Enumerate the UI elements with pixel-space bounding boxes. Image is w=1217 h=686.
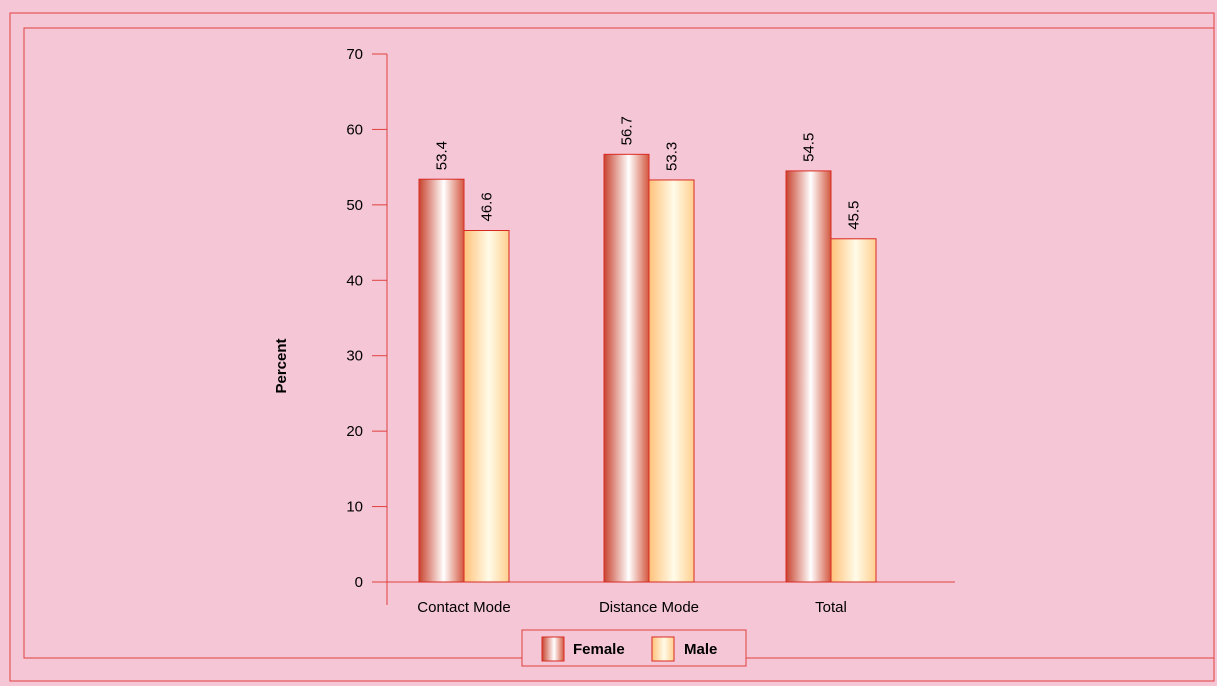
bar-male — [830, 238, 877, 583]
x-tick-label: Distance Mode — [599, 599, 699, 616]
bar-male — [463, 230, 510, 583]
y-axis-title: Percent — [273, 338, 290, 393]
legend-label-male: Male — [684, 641, 717, 658]
y-tick-label: 20 — [346, 423, 363, 440]
bar-female — [418, 178, 465, 583]
x-tick-label: Contact Mode — [417, 599, 510, 616]
y-tick-label: 0 — [355, 574, 363, 591]
data-label: 53.4 — [434, 141, 451, 170]
data-label: 54.5 — [801, 133, 818, 162]
y-tick-label: 70 — [346, 46, 363, 63]
bar-female — [785, 170, 832, 583]
y-tick-label: 60 — [346, 121, 363, 138]
data-labels: 53.4 56.7 54.5 46.6 53.3 45.5 — [434, 116, 863, 230]
bar-female — [603, 153, 650, 583]
legend: Female Male — [521, 629, 747, 667]
data-label: 46.6 — [479, 192, 496, 221]
y-tick-label: 40 — [346, 272, 363, 289]
x-tick-label: Total — [815, 599, 847, 616]
y-tick-label: 10 — [346, 499, 363, 516]
y-tick-label: 50 — [346, 197, 363, 214]
legend-label-female: Female — [573, 641, 625, 658]
data-label: 53.3 — [664, 142, 681, 171]
data-label: 56.7 — [619, 116, 636, 145]
y-tick-label: 30 — [346, 348, 363, 365]
axes: 0 10 20 30 40 50 60 70 Contact Mode Distance Mode… — [346, 46, 955, 616]
bars — [418, 153, 877, 583]
legend-swatch-male — [651, 636, 675, 662]
bar-male — [648, 179, 695, 583]
legend-swatch-female — [541, 636, 565, 662]
data-label: 45.5 — [846, 201, 863, 230]
